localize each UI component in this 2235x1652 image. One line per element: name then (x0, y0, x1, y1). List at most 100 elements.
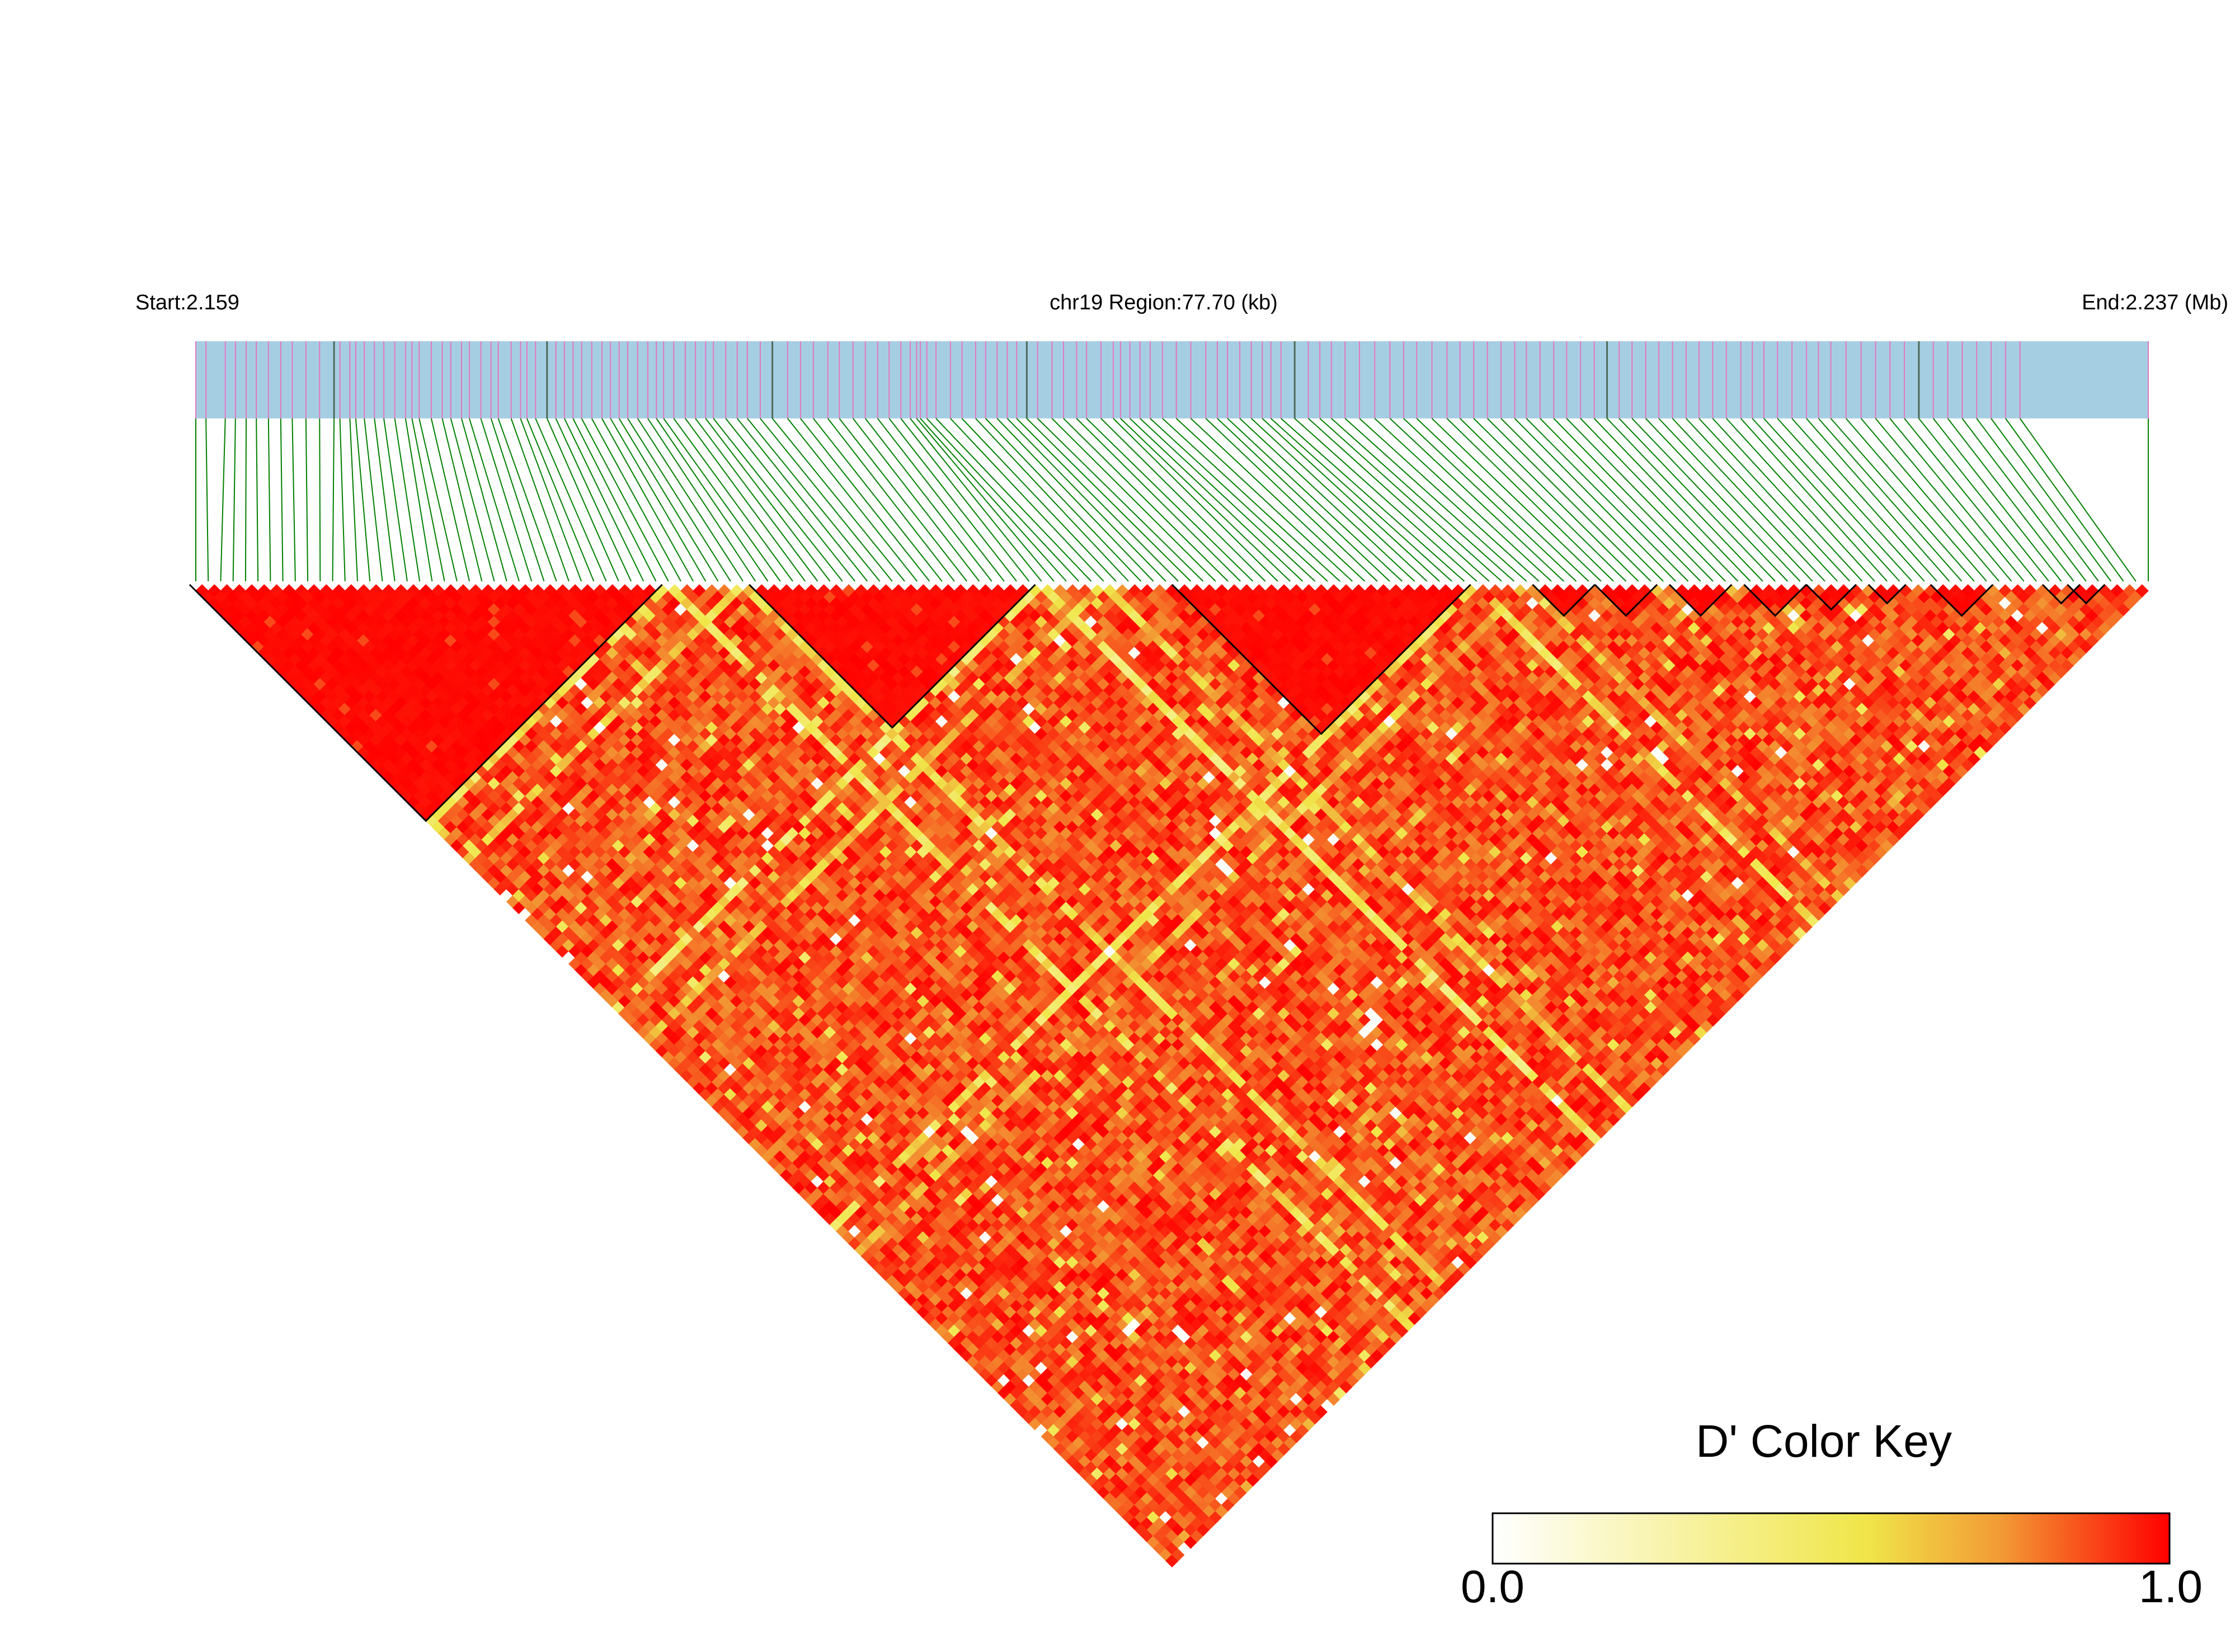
ld-cell (1090, 1293, 1104, 1307)
ld-cell (997, 1237, 1011, 1251)
snp-connector-line (1473, 418, 1639, 582)
ld-cell (1128, 1467, 1142, 1481)
ld-cell (798, 1013, 812, 1027)
ld-cell (904, 1156, 918, 1170)
ld-cell (1028, 1268, 1042, 1282)
ld-cell (313, 603, 327, 616)
ld-cell (1047, 1399, 1061, 1413)
ld-cell (1116, 1455, 1129, 1469)
ld-cell (860, 1187, 874, 1201)
ld-cell (1116, 1281, 1129, 1294)
ld-cell (811, 1162, 825, 1176)
ld-cell (575, 714, 589, 728)
ld-cell (643, 994, 657, 1008)
snp-connector-line (663, 418, 781, 582)
ld-cell (519, 808, 532, 822)
ld-cell (444, 808, 458, 822)
ld-cell (605, 820, 619, 834)
ld-cell (811, 1137, 825, 1151)
snp-connector-line (1262, 418, 1440, 582)
ld-cell (761, 1075, 775, 1089)
ld-cell (1028, 1305, 1042, 1319)
ld-cell (705, 858, 719, 872)
ld-cell (941, 1231, 955, 1244)
ld-cell (842, 1069, 855, 1082)
ld-cell (1078, 1330, 1092, 1344)
ld-cell (1178, 1355, 1192, 1369)
ld-cell (245, 584, 258, 598)
ld-cell (954, 1193, 968, 1207)
ld-cell (543, 882, 557, 896)
ld-cell (519, 882, 532, 896)
ld-cell (1078, 1467, 1092, 1481)
ld-cell (1016, 1181, 1030, 1195)
ld-cell (985, 1199, 999, 1213)
ld-cell (892, 1281, 905, 1294)
ld-cell (910, 1088, 924, 1102)
ld-cell (1028, 1417, 1042, 1431)
ld-cell (475, 789, 489, 803)
ld-cell (1047, 1212, 1061, 1226)
ld-cell (1078, 1281, 1092, 1294)
ld-cell (643, 820, 657, 834)
ld-cell (1208, 1473, 1222, 1487)
ld-cell (512, 839, 526, 853)
ld-cell (1047, 1436, 1061, 1449)
ld-cell (873, 1100, 887, 1114)
ld-cell (829, 1056, 843, 1070)
ld-cell (1060, 1187, 1073, 1201)
ld-cell (525, 901, 539, 915)
ld-cell (972, 1299, 986, 1313)
ld-cell (1208, 1485, 1222, 1499)
snp-connector-line (747, 418, 881, 582)
ld-cell (674, 1013, 688, 1027)
ld-cell (717, 982, 731, 996)
ld-cell (879, 1106, 893, 1120)
ld-cell (1078, 1355, 1092, 1369)
ld-cell (1178, 1442, 1192, 1456)
ld-cell (469, 696, 483, 710)
ld-cell (388, 665, 402, 679)
ld-cell (811, 1150, 825, 1164)
ld-cell (686, 1013, 700, 1027)
ld-cell (637, 776, 651, 790)
ld-cell (1060, 1287, 1073, 1300)
snp-connector-line (627, 418, 731, 582)
snp-connector-line (1460, 418, 1627, 582)
ld-cell (487, 776, 501, 790)
ld-cell (643, 758, 657, 772)
ld-cell (779, 1094, 793, 1108)
ld-cell (326, 615, 340, 629)
ld-cell (904, 1281, 918, 1294)
ld-cell (388, 727, 402, 741)
ld-cell (1159, 1299, 1173, 1313)
ld-cell (587, 914, 601, 928)
ld-cell (792, 932, 806, 946)
ld-cell (767, 1106, 781, 1120)
ld-heatmap-cells (195, 584, 2149, 1568)
ld-cell (935, 1237, 949, 1251)
ld-cell (761, 888, 775, 902)
ld-cell (1060, 1386, 1073, 1400)
ld-cell (1240, 1380, 1254, 1394)
ld-cell (730, 858, 744, 872)
snp-connector-line (374, 418, 396, 582)
ld-cell (1047, 1349, 1061, 1363)
ld-cell (792, 1069, 806, 1082)
ld-cell (1028, 1255, 1042, 1269)
ld-cell (860, 1125, 874, 1139)
ld-cell (923, 1125, 937, 1139)
ld-cell (1283, 1411, 1297, 1425)
ld-cell (680, 870, 694, 884)
ld-cell (935, 1063, 949, 1076)
ld-cell (1090, 1218, 1104, 1232)
ld-cell (1221, 1498, 1235, 1512)
snp-connector-line (1947, 418, 2074, 582)
snp-connector-line (725, 418, 855, 582)
ld-cell (1078, 1255, 1092, 1269)
ld-cell (1159, 1523, 1173, 1537)
ld-cell (711, 1025, 725, 1039)
ld-cell (618, 808, 632, 822)
ld-cell (941, 1069, 955, 1082)
ld-cell (1109, 1473, 1123, 1487)
